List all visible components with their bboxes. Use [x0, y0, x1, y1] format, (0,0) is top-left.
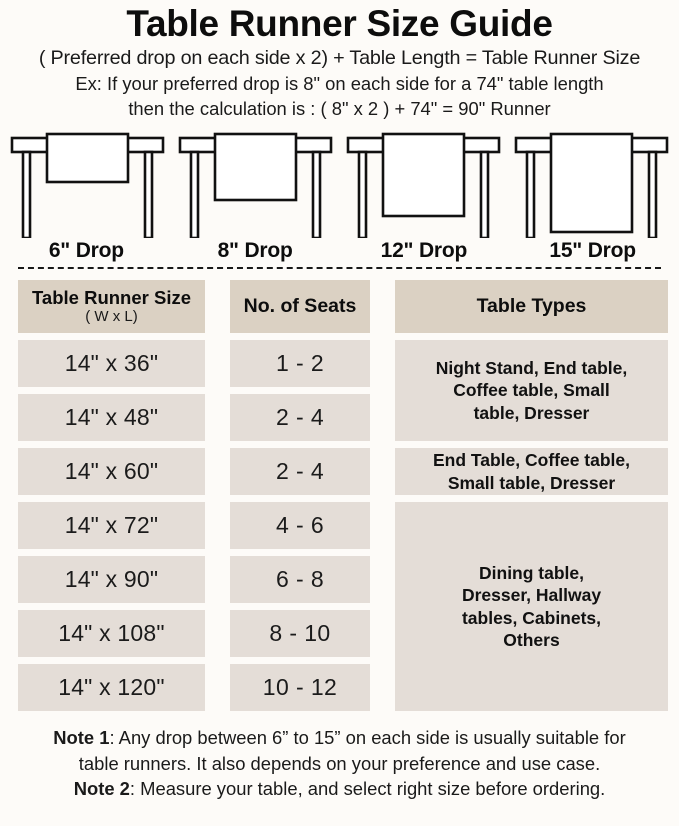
table-types-group-3: Dining table, Dresser, Hallway tables, C…: [395, 502, 668, 711]
drop-diagram-8in: [174, 130, 337, 238]
note-1-line-1: Note 1: Any drop between 6” to 15” on ea…: [10, 725, 669, 751]
header-cell-types: Table Types: [395, 280, 668, 333]
type-line: tables, Cabinets,: [461, 607, 602, 628]
note-1-text-1: : Any drop between 6” to 15” on each sid…: [109, 727, 626, 748]
example-line-2: then the calculation is : ( 8" x 2 ) + 7…: [128, 98, 551, 119]
table-row: 14" x 48": [18, 394, 205, 441]
drop-diagram-6in: [6, 130, 169, 238]
table-illustration-icon: [346, 132, 501, 238]
table-row: 14" x 120": [18, 664, 205, 711]
header-cell-seats: No. of Seats: [230, 280, 370, 333]
header-cell-size: Table Runner Size ( W x L): [18, 280, 205, 333]
section-divider: [18, 267, 661, 269]
note-2-line-1: Note 2: Measure your table, and select r…: [10, 776, 669, 802]
drop-label-8in: 8" Drop: [217, 239, 293, 262]
formula-line: ( Preferred drop on each side x 2) + Tab…: [38, 47, 641, 69]
drop-label-12in: 12" Drop: [380, 239, 468, 262]
note-1-label: Note 1: [53, 727, 110, 748]
table-row: 14" x 72": [18, 502, 205, 549]
header-types-label: Table Types: [476, 294, 587, 317]
drop-diagram-12in: [342, 130, 505, 238]
header-size-sub: ( W x L): [85, 307, 138, 325]
table-types-group-1: Night Stand, End table, Coffee table, Sm…: [395, 340, 668, 441]
table-row: 14" x 108": [18, 610, 205, 657]
drop-label-6in: 6" Drop: [48, 239, 124, 262]
header-seats-label: No. of Seats: [243, 294, 357, 317]
table-row: 14" x 60": [18, 448, 205, 495]
table-illustration-icon: [178, 132, 333, 238]
header-size-main: Table Runner Size: [32, 286, 191, 308]
note-1-text-2: table runners. It also depends on your p…: [78, 752, 601, 774]
table-types-group-2: End Table, Coffee table, Small table, Dr…: [395, 448, 668, 495]
type-line: Small table, Dresser: [447, 472, 616, 493]
column-no-of-seats: No. of Seats 1 - 2 2 - 4 2 - 4 4 - 6 6 -…: [230, 280, 370, 718]
size-table: Table Runner Size ( W x L) 14" x 36" 14"…: [18, 280, 668, 718]
table-row: 4 - 6: [230, 502, 370, 549]
drop-label-15in: 15" Drop: [549, 239, 636, 262]
table-row: 2 - 4: [230, 448, 370, 495]
type-line: End Table, Coffee table,: [432, 450, 631, 471]
drop-diagram-15in: [510, 130, 673, 238]
note-2-text-1: : Measure your table, and select right s…: [129, 778, 606, 799]
drop-diagram-row: [0, 130, 679, 238]
table-row: 14" x 90": [18, 556, 205, 603]
formula-block: ( Preferred drop on each side x 2) + Tab…: [0, 46, 679, 121]
note-2-label: Note 2: [73, 778, 130, 799]
table-row: 6 - 8: [230, 556, 370, 603]
table-row: 14" x 36": [18, 340, 205, 387]
table-row: 2 - 4: [230, 394, 370, 441]
type-line: Dresser, Hallway: [461, 585, 602, 606]
type-line: Night Stand, End table,: [435, 357, 628, 378]
type-line: Dining table,: [479, 562, 584, 583]
table-row: 1 - 2: [230, 340, 370, 387]
note-1-line-2: table runners. It also depends on your p…: [10, 751, 669, 777]
table-illustration-icon: [10, 132, 165, 238]
notes-block: Note 1: Any drop between 6” to 15” on ea…: [10, 725, 669, 802]
example-line-1: Ex: If your preferred drop is 8" on each…: [75, 73, 604, 94]
column-table-runner-size: Table Runner Size ( W x L) 14" x 36" 14"…: [18, 280, 205, 718]
table-illustration-icon: [514, 132, 669, 238]
table-row: 10 - 12: [230, 664, 370, 711]
type-line: Others: [503, 629, 560, 650]
type-line: table, Dresser: [473, 402, 590, 423]
column-table-types: Table Types Night Stand, End table, Coff…: [395, 280, 668, 718]
table-row: 8 - 10: [230, 610, 370, 657]
drop-label-row: 6" Drop 8" Drop 12" Drop 15" Drop: [0, 239, 679, 263]
type-line: Coffee table, Small: [453, 380, 610, 401]
page-title: Table Runner Size Guide: [126, 3, 553, 44]
